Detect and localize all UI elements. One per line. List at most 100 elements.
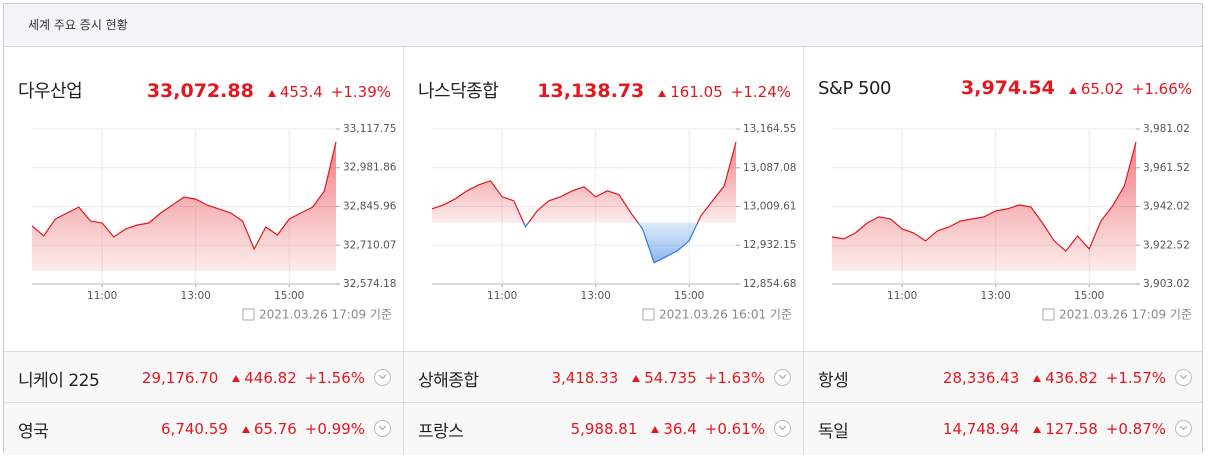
x-tick-label: 13:00 [581, 290, 611, 302]
y-tick-label: 13,164.55 [743, 123, 796, 135]
change: 65.76 [253, 420, 297, 438]
header: 세계 주요 증시 현황 [4, 4, 1202, 47]
up-arrow [651, 425, 660, 433]
market-cell: 프랑스 5,988.81 36.4 +0.61% [404, 403, 804, 455]
change-pct: +1.39% [330, 83, 391, 101]
change-pct: +1.24% [730, 83, 791, 101]
price-line [831, 141, 1137, 252]
price: 28,336.43 [942, 369, 1020, 387]
market-name: 영국 [18, 421, 49, 442]
change: 436.82 [1045, 369, 1098, 387]
y-tick-label: 3,981.02 [1143, 123, 1190, 135]
up-arrow [632, 374, 641, 382]
market-panel: 12,854.68 12,932.15 13,009.61 13,087.08 13,1… [404, 47, 804, 351]
y-tick-label: 12,932.15 [743, 239, 796, 251]
price: 33,072.88 [146, 80, 254, 102]
market-name: 독일 [818, 421, 849, 442]
y-tick-label: 3,961.52 [1143, 162, 1190, 174]
market-cell: 독일 14,748.94 127.58 +0.87% [804, 403, 1204, 455]
price: 3,974.54 [961, 77, 1055, 99]
up-arrow [1033, 374, 1042, 382]
market-name: S&P 500 [818, 78, 891, 99]
expand-button[interactable] [374, 369, 391, 386]
up-arrow [232, 374, 241, 382]
change: 446.82 [244, 369, 297, 387]
area-fill [432, 141, 736, 263]
change: 36.4 [663, 420, 697, 438]
change-pct: +1.56% [304, 369, 365, 387]
x-tick-label: 11:00 [487, 290, 517, 302]
market-cell: 상해종합 3,418.33 54.735 +1.63% [404, 352, 804, 404]
x-tick-label: 15:00 [1074, 290, 1104, 302]
chart: 3,903.02 3,922.52 3,942.02 3,961.52 3,981.02… [831, 123, 1192, 322]
timestamp: 2021.03.26 16:01 기준 [659, 308, 792, 322]
up-arrow [1068, 87, 1077, 94]
y-tick-label: 32,981.86 [343, 162, 397, 174]
chart: 32,574.18 32,710.07 32,845.96 32,981.86 33,1… [31, 123, 397, 322]
expand-button[interactable] [1175, 420, 1192, 437]
panel-header: 다우산업 33,072.88 453.4 +1.39% [18, 77, 391, 103]
change-pct: +0.61% [704, 420, 765, 438]
market-name: 나스닥종합 [418, 81, 499, 102]
change-pct: +1.63% [704, 369, 765, 387]
market-row: 영국 6,740.59 65.76 +0.99% 프랑스 5,988.81 36.4 +0.6… [4, 402, 1202, 455]
y-tick-label: 32,710.07 [343, 239, 396, 251]
price: 13,138.73 [537, 80, 645, 102]
price-line [31, 141, 337, 251]
expand-button[interactable] [1175, 369, 1192, 386]
chart: 12,854.68 12,932.15 13,009.61 13,087.08 13,1… [431, 123, 796, 322]
y-tick-label: 32,845.96 [343, 201, 397, 213]
market-cell: 니케이 225 29,176.70 446.82 +1.56% [4, 352, 404, 404]
change: 453.4 [279, 83, 323, 101]
change: 65.02 [1080, 80, 1124, 98]
price: 14,748.94 [942, 420, 1020, 438]
price: 3,418.33 [551, 369, 619, 387]
header-title: 세계 주요 증시 현황 [28, 18, 128, 32]
change-pct: +0.87% [1105, 420, 1166, 438]
market-name: 프랑스 [418, 421, 464, 442]
price: 6,740.59 [161, 420, 228, 438]
timestamp: 2021.03.26 17:09 기준 [1059, 308, 1192, 322]
panel-header: 나스닥종합 13,138.73 161.05 +1.24% [418, 77, 791, 103]
expand-button[interactable] [774, 420, 791, 437]
clock-icon [242, 308, 255, 321]
change-pct: +1.57% [1105, 369, 1166, 387]
change-pct: +0.99% [304, 420, 365, 438]
market-name: 상해종합 [418, 370, 479, 391]
change: 54.735 [644, 369, 697, 387]
market-panel: 32,574.18 32,710.07 32,845.96 32,981.86 33,1… [4, 47, 404, 351]
panel-header: S&P 500 3,974.54 65.02 +1.66% [818, 77, 1192, 99]
y-tick-label: 13,087.08 [743, 162, 796, 174]
change-pct: +1.66% [1131, 80, 1192, 98]
market-cell: 영국 6,740.59 65.76 +0.99% [4, 403, 404, 455]
up-arrow [267, 90, 276, 97]
clock-icon [1042, 308, 1055, 321]
price-line [431, 141, 737, 264]
up-arrow [241, 425, 250, 433]
y-tick-label: 32,574.18 [343, 278, 396, 290]
market-panel: 3,903.02 3,922.52 3,942.02 3,961.52 3,981.02… [804, 47, 1204, 351]
x-tick-label: 15:00 [674, 290, 704, 302]
x-tick-label: 13:00 [181, 290, 211, 302]
up-arrow [1033, 425, 1042, 433]
clock-icon [642, 308, 655, 321]
area-fill [832, 141, 1136, 272]
y-tick-label: 3,942.02 [1143, 201, 1190, 213]
x-tick-label: 13:00 [981, 290, 1011, 302]
x-tick-label: 11:00 [87, 290, 117, 302]
price: 29,176.70 [141, 369, 219, 387]
y-tick-label: 12,854.68 [743, 278, 796, 290]
timestamp: 2021.03.26 17:09 기준 [259, 308, 392, 322]
x-tick-label: 15:00 [274, 290, 304, 302]
market-cell: 항셍 28,336.43 436.82 +1.57% [804, 352, 1204, 404]
stock-widget: 세계 주요 증시 현황 32,574.18 32,710.07 32,845.96 3… [3, 3, 1204, 455]
up-arrow [658, 90, 667, 97]
expand-button[interactable] [374, 420, 391, 437]
y-tick-label: 3,922.52 [1143, 239, 1190, 251]
market-row: 니케이 225 29,176.70 446.82 +1.56% 상해종합 3,418.33… [4, 351, 1202, 404]
market-name: 다우산업 [18, 81, 83, 102]
expand-button[interactable] [774, 369, 791, 386]
y-tick-label: 3,903.02 [1143, 278, 1190, 290]
change: 161.05 [670, 83, 723, 101]
price: 5,988.81 [570, 420, 638, 438]
